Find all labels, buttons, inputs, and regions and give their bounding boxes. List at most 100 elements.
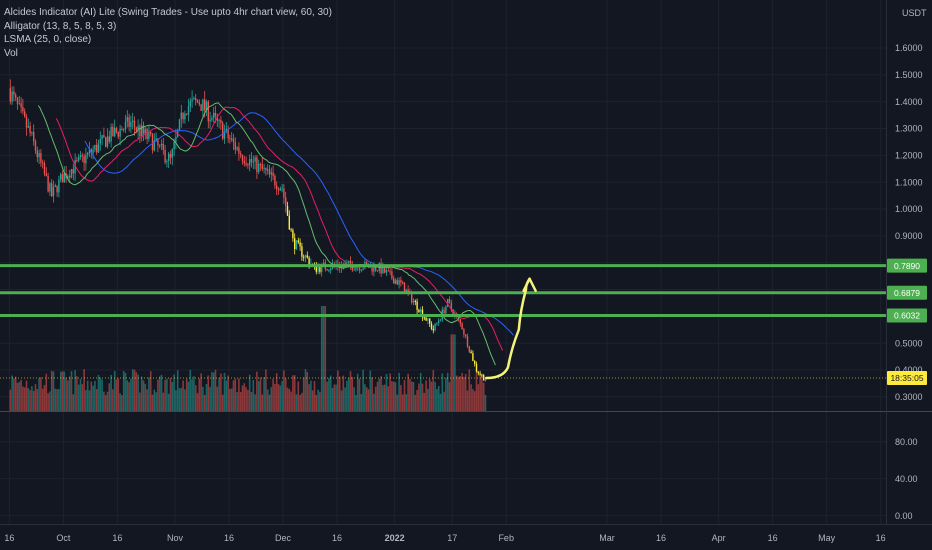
candle-body	[299, 242, 301, 247]
volume-bar	[355, 394, 357, 411]
volume-bar	[130, 378, 132, 411]
volume-bar	[187, 381, 190, 411]
candle-body	[398, 280, 400, 285]
volume-bar	[365, 387, 368, 411]
volume-bars	[9, 306, 487, 411]
volume-bar	[284, 378, 287, 411]
volume-bar	[155, 392, 157, 411]
time-tick-label: 16	[768, 533, 778, 543]
candle-body	[160, 143, 163, 146]
candle-body	[238, 147, 240, 154]
volume-bar	[270, 387, 273, 411]
candle-body	[205, 101, 208, 111]
volume-bar	[450, 334, 453, 411]
candle-body	[430, 323, 433, 329]
candle-body	[270, 172, 272, 175]
projection-curve[interactable]	[485, 277, 537, 380]
candle-body	[169, 153, 172, 158]
candlesticks[interactable]	[9, 79, 487, 382]
volume-bar	[122, 370, 125, 411]
candle-body	[61, 174, 64, 183]
volume-bar	[367, 389, 370, 411]
candle-body	[429, 318, 431, 324]
candle-body	[443, 309, 445, 314]
legend-lsma[interactable]: LSMA (25, 0, close)	[4, 34, 92, 45]
volume-bar	[238, 378, 240, 411]
candle-body	[358, 266, 361, 271]
volume-bar	[110, 374, 112, 411]
volume-bar	[245, 387, 247, 411]
volume-bar	[232, 380, 235, 411]
volume-bar	[236, 392, 238, 411]
candle-body	[79, 155, 82, 157]
time-tick-label: Nov	[167, 533, 184, 543]
candle-body	[254, 157, 256, 162]
legend-alligator[interactable]: Alligator (13, 8, 5, 8, 5, 3)	[4, 20, 117, 32]
projection-arrowhead	[522, 277, 537, 292]
candle-body	[432, 328, 434, 331]
volume-bar	[412, 382, 415, 411]
candle-body	[178, 119, 181, 131]
candle-body	[159, 145, 161, 147]
candle-body	[227, 128, 229, 139]
candle-body	[124, 121, 127, 130]
volume-bar	[421, 383, 424, 411]
price-tick-label: 1.1000	[895, 177, 923, 187]
candle-body	[256, 157, 258, 173]
volume-bar	[391, 381, 393, 411]
volume-bar	[290, 391, 292, 411]
volume-bar	[414, 394, 417, 411]
volume-bar	[248, 374, 251, 411]
candle-body	[436, 322, 438, 324]
volume-bar	[351, 376, 354, 411]
volume-bar	[313, 381, 316, 411]
candle-body	[78, 156, 80, 161]
volume-bar	[475, 369, 478, 411]
volume-bar	[47, 393, 49, 411]
time-tick-label: Feb	[498, 533, 514, 543]
volume-bar	[349, 371, 352, 411]
volume-bar	[380, 376, 382, 411]
volume-bar	[38, 378, 40, 411]
horizontal-levels[interactable]	[0, 264, 886, 379]
volume-bar	[142, 380, 145, 411]
candle-body	[330, 268, 332, 271]
candle-body	[445, 306, 447, 314]
candle-body	[241, 154, 244, 161]
candle-body	[87, 152, 89, 155]
candle-body	[223, 131, 226, 139]
moving-averages	[37, 102, 514, 366]
volume-bar	[432, 370, 435, 411]
candle-body	[69, 175, 71, 178]
volume-bar	[95, 389, 98, 411]
volume-bar	[202, 386, 204, 411]
candle-body	[16, 97, 19, 104]
candle-body	[60, 174, 62, 180]
candle-body	[24, 111, 26, 117]
volume-bar	[419, 372, 422, 411]
volume-bar	[115, 379, 118, 411]
panel-tick-label: 80.00	[895, 437, 918, 447]
candle-body	[425, 317, 427, 321]
time-tick-label: Oct	[56, 533, 71, 543]
candle-body	[96, 144, 98, 153]
time-tick-label: 16	[332, 533, 342, 543]
candle-body	[220, 119, 222, 123]
volume-bar	[405, 394, 408, 411]
price-axis[interactable]: 1.6000 1.5000 1.4000 1.3000 1.2000 1.1000 1.00…	[887, 43, 927, 402]
volume-bar	[328, 378, 330, 411]
candle-body	[22, 107, 24, 112]
candle-body	[394, 280, 397, 284]
volume-bar	[304, 369, 307, 411]
volume-bar	[299, 394, 301, 411]
volume-bar	[193, 376, 195, 411]
volume-bar	[65, 377, 67, 411]
time-axis[interactable]: 16 Oct 16 Nov 16 Dec 16 2022 17 Feb Mar 16 Apr 16 May 1…	[4, 533, 885, 543]
volume-bar	[59, 371, 62, 411]
legend-indicator[interactable]: Alcides Indicator (AI) Lite (Swing Trade…	[4, 7, 332, 18]
candle-body	[348, 260, 350, 263]
indicator-axis: 80.00 40.00 0.00	[895, 437, 918, 521]
legend-vol[interactable]: Vol	[4, 47, 18, 59]
volume-bar	[329, 375, 332, 411]
